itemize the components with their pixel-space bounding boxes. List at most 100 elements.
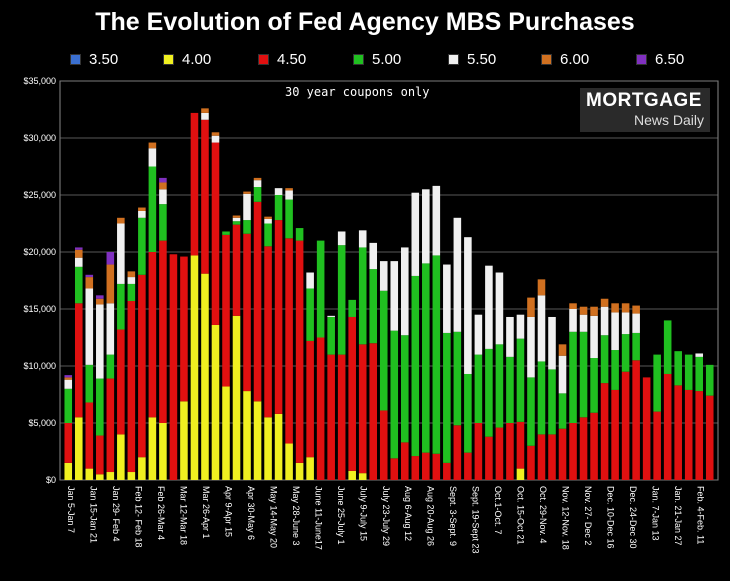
bar-segment-6.00 bbox=[253, 177, 262, 181]
bar-stack bbox=[548, 316, 556, 480]
bar-segment-4.50 bbox=[590, 412, 598, 480]
bar-segment-6.00 bbox=[558, 344, 567, 356]
bar-segment-5.50 bbox=[474, 314, 483, 355]
bar-segment-5.00 bbox=[379, 290, 388, 411]
bar-segment-5.00 bbox=[400, 335, 409, 443]
bar-segment-4.00 bbox=[159, 423, 167, 480]
bar-segment-4.50 bbox=[485, 436, 493, 480]
bar-segment-4.50 bbox=[390, 458, 399, 480]
bar-segment-6.00 bbox=[621, 303, 630, 313]
x-tick-label: Jan 5-Jan 7 bbox=[66, 486, 76, 533]
bar-segment-5.00 bbox=[96, 378, 104, 436]
bar-segment-5.00 bbox=[527, 377, 535, 446]
bar-segment-5.00 bbox=[358, 247, 367, 345]
bar-segment-5.50 bbox=[211, 135, 220, 143]
bar-segment-5.00 bbox=[600, 335, 609, 384]
bar-segment-5.50 bbox=[611, 312, 619, 351]
legend-swatch bbox=[70, 53, 81, 65]
bar-stack bbox=[695, 353, 704, 480]
bar-segment-5.00 bbox=[285, 199, 293, 239]
mortgage-news-daily-logo: MORTGAGE News Daily bbox=[580, 88, 710, 132]
bar-stack bbox=[180, 256, 188, 480]
bar-segment-5.00 bbox=[537, 361, 546, 435]
bar-segment-4.50 bbox=[474, 423, 483, 480]
bar-segment-5.50 bbox=[453, 217, 462, 332]
bar-segment-4.00 bbox=[358, 473, 367, 480]
bar-segment-6.00 bbox=[148, 142, 157, 149]
x-tick-label: Oct.1-Oct. 7 bbox=[493, 486, 503, 535]
bar-segment-6.00 bbox=[201, 108, 209, 113]
bar-stack bbox=[558, 344, 567, 480]
bar-segment-5.00 bbox=[621, 334, 630, 372]
bar-segment-4.50 bbox=[337, 354, 346, 480]
bar-stack bbox=[285, 188, 293, 480]
x-tick-label: May 28-June 3 bbox=[291, 486, 301, 546]
x-tick-label: Nov. 12-Nov. 18 bbox=[561, 486, 571, 550]
legend-item: 6.00 bbox=[541, 49, 589, 69]
bar-segment-5.00 bbox=[148, 166, 157, 252]
bar-segment-4.00 bbox=[190, 255, 199, 480]
bar-segment-5.00 bbox=[674, 351, 682, 386]
bar-stack bbox=[474, 314, 483, 480]
bar-segment-4.50 bbox=[611, 389, 619, 480]
bar-segment-6.00 bbox=[138, 207, 146, 211]
bar-segment-4.50 bbox=[358, 344, 367, 474]
x-tick-label: Oct. 29-Nov. 4 bbox=[538, 486, 548, 543]
bar-segment-4.00 bbox=[96, 474, 104, 480]
bar-segment-5.50 bbox=[443, 264, 451, 333]
bar-segment-5.00 bbox=[327, 316, 335, 355]
bar-segment-5.00 bbox=[243, 220, 251, 234]
bar-segment-4.50 bbox=[306, 340, 314, 458]
x-tick-label: Jan. 21-Jan 27 bbox=[673, 486, 683, 546]
x-tick-label: Apr 9-Apr 15 bbox=[223, 486, 233, 537]
bar-segment-5.50 bbox=[64, 379, 73, 389]
bar-segment-5.00 bbox=[590, 358, 598, 413]
bar-segment-4.50 bbox=[506, 423, 514, 480]
bar-segment-5.00 bbox=[316, 240, 325, 338]
bar-segment-4.50 bbox=[243, 233, 251, 392]
bar-segment-4.00 bbox=[253, 401, 262, 480]
x-tick-label: Apr 30-May 6 bbox=[246, 486, 256, 540]
bar-stack bbox=[243, 191, 251, 480]
bar-stack bbox=[85, 274, 94, 480]
bar-segment-5.50 bbox=[569, 309, 577, 332]
x-tick-label: Dec. 24-Dec 30 bbox=[628, 486, 638, 549]
bar-segment-5.50 bbox=[548, 316, 556, 370]
bar-segment-4.50 bbox=[148, 252, 157, 418]
bar-segment-5.00 bbox=[422, 263, 430, 453]
bar-segment-4.50 bbox=[653, 411, 661, 480]
bar-segment-4.50 bbox=[663, 373, 672, 480]
bar-segment-5.00 bbox=[64, 388, 73, 423]
bar-segment-6.00 bbox=[527, 297, 535, 317]
bar-segment-4.50 bbox=[190, 112, 199, 256]
bar-segment-5.00 bbox=[705, 364, 714, 396]
legend-label: 3.50 bbox=[89, 50, 119, 68]
bar-segment-5.50 bbox=[74, 257, 83, 267]
bar-stack bbox=[138, 207, 146, 480]
x-tick-label: Jan 15-Jan 21 bbox=[88, 486, 98, 543]
bar-segment-4.00 bbox=[127, 472, 136, 480]
bar-stack bbox=[253, 177, 262, 480]
legend-item: 5.50 bbox=[448, 49, 496, 69]
bar-segment-5.50 bbox=[337, 231, 346, 246]
bar-stack bbox=[579, 306, 588, 480]
bar-segment-5.50 bbox=[485, 265, 493, 349]
x-tick-label: June 25-July 1 bbox=[336, 486, 346, 545]
bar-segment-5.50 bbox=[600, 306, 609, 336]
x-tick-label: Feb 26-Mar 4 bbox=[156, 486, 166, 540]
bar-stack bbox=[148, 142, 157, 480]
bar-segment-4.50 bbox=[558, 428, 567, 480]
bar-stack bbox=[485, 265, 493, 480]
bar-segment-5.50 bbox=[106, 303, 115, 355]
x-tick-label: Aug 6-Aug 12 bbox=[403, 486, 413, 541]
x-tick-label: Oct. 15-Oct 21 bbox=[516, 486, 526, 545]
bar-segment-4.00 bbox=[106, 472, 115, 480]
bar-segment-4.50 bbox=[453, 425, 462, 480]
legend-item: 6.50 bbox=[636, 49, 684, 69]
legend-label: 4.00 bbox=[182, 50, 212, 68]
bar-segment-6.00 bbox=[285, 188, 293, 191]
bar-segment-5.00 bbox=[506, 356, 514, 423]
legend-label: 5.50 bbox=[467, 50, 497, 68]
bar-segment-5.50 bbox=[432, 185, 441, 256]
bar-segment-4.00 bbox=[516, 468, 525, 480]
